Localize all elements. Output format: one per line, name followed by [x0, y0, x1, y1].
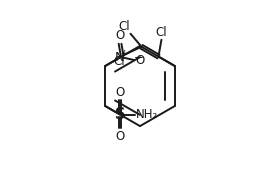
Text: O: O: [115, 86, 125, 99]
Text: +: +: [120, 49, 128, 58]
Text: O: O: [136, 54, 145, 67]
Text: Cl: Cl: [113, 55, 125, 68]
Text: N: N: [115, 51, 125, 64]
Text: O: O: [115, 29, 125, 42]
Text: Cl: Cl: [118, 20, 130, 33]
Text: Cl: Cl: [156, 26, 167, 39]
Text: NH₂: NH₂: [136, 108, 158, 121]
Text: −: −: [134, 51, 144, 63]
Text: O: O: [115, 130, 125, 143]
Text: S: S: [115, 107, 125, 122]
